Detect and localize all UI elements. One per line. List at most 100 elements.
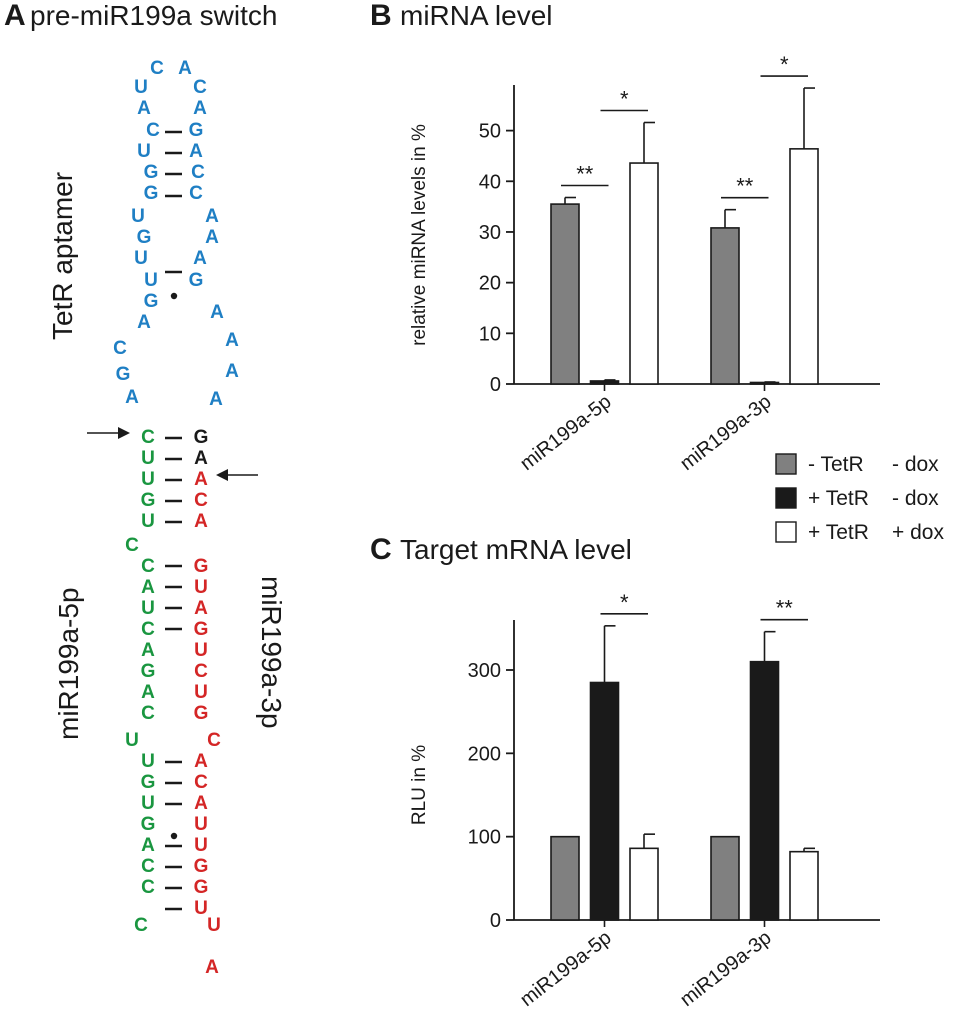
- nucleotide: A: [189, 141, 203, 162]
- legend-swatch-plus-tetr-plus-dox: [775, 521, 797, 543]
- nucleotide: G: [194, 877, 209, 898]
- y-tick-label: 0: [490, 910, 501, 932]
- nucleotide: G: [194, 427, 209, 448]
- nucleotide: A: [194, 598, 208, 619]
- category-label: miR199a-5p: [516, 391, 615, 475]
- nucleotide: A: [141, 640, 155, 661]
- nucleotide: A: [194, 448, 208, 469]
- nucleotide: C: [141, 856, 155, 877]
- nucleotide: A: [137, 98, 151, 119]
- legend-swatch-plus-tetr-minus-dox: [775, 487, 797, 509]
- nucleotide: A: [194, 793, 208, 814]
- panel-c-title: Target mRNA level: [400, 534, 632, 565]
- nucleotide: C: [146, 120, 160, 141]
- tetr-aptamer-label: TetR aptamer: [47, 172, 78, 340]
- nucleotide: C: [125, 535, 139, 556]
- nucleotide: U: [141, 598, 155, 619]
- nucleotide: C: [141, 427, 155, 448]
- panel-b-letter: B: [370, 0, 392, 32]
- bar: [589, 380, 620, 385]
- nucleotide: U: [134, 77, 148, 98]
- bar: [589, 681, 620, 921]
- legend-label-dox: - dox: [892, 487, 939, 510]
- nucleotide: U: [141, 793, 155, 814]
- nucleotide: U: [194, 898, 208, 919]
- legend: - TetR - dox + TetR - dox + TetR + dox: [775, 453, 944, 544]
- significance-label: **: [736, 174, 754, 199]
- nucleotide: C: [193, 77, 207, 98]
- category-label: miR199a-3p: [676, 927, 775, 1011]
- nucleotide: C: [189, 183, 203, 204]
- y-tick-label: 50: [479, 121, 501, 143]
- nucleotide: C: [113, 338, 127, 359]
- cleavage-arrow-5p: [87, 427, 130, 439]
- nucleotide: G: [144, 183, 159, 204]
- nucleotide: C: [141, 556, 155, 577]
- nucleotide: C: [194, 661, 208, 682]
- nucleotide: G: [194, 556, 209, 577]
- significance-label: **: [576, 162, 594, 187]
- significance-label: *: [780, 52, 789, 77]
- nucleotide: U: [131, 206, 145, 227]
- bar: [550, 203, 580, 385]
- nucleotide: A: [194, 511, 208, 532]
- nucleotide: U: [125, 730, 139, 751]
- gu-wobble-dot: [170, 292, 178, 300]
- nucleotide: C: [194, 772, 208, 793]
- legend-label-dox: - dox: [892, 453, 939, 476]
- nucleotide: U: [194, 640, 208, 661]
- mir199a-5p-strand-label: miR199a-5p: [53, 587, 84, 740]
- y-tick-label: 100: [468, 827, 501, 849]
- nucleotide: A: [205, 227, 219, 248]
- nucleotide: U: [207, 915, 221, 936]
- legend-swatch-minus-tetr-minus-dox: [775, 453, 797, 475]
- nucleotide: G: [141, 490, 156, 511]
- nucleotide: G: [144, 162, 159, 183]
- nucleotide: G: [189, 270, 204, 291]
- nucleotide: G: [189, 120, 204, 141]
- nucleotide: C: [141, 703, 155, 724]
- nucleotide: G: [137, 227, 152, 248]
- nucleotide: A: [205, 957, 219, 978]
- nucleotide: U: [141, 751, 155, 772]
- nucleotide: C: [150, 58, 164, 79]
- nucleotide: A: [194, 469, 208, 490]
- nucleotide: A: [210, 302, 224, 323]
- panel-c-y-axis-label: RLU in %: [409, 745, 430, 825]
- nucleotide: A: [205, 206, 219, 227]
- y-tick-label: 0: [490, 374, 501, 396]
- nucleotide: C: [194, 490, 208, 511]
- nucleotide: U: [194, 682, 208, 703]
- nucleotide: A: [141, 835, 155, 856]
- nucleotide: A: [125, 387, 139, 408]
- nucleotide: U: [141, 469, 155, 490]
- y-tick-label: 40: [479, 171, 501, 193]
- nucleotide: C: [191, 162, 205, 183]
- nucleotide: A: [141, 682, 155, 703]
- significance-label: *: [620, 87, 629, 112]
- nucleotide: G: [141, 661, 156, 682]
- nucleotide: U: [144, 270, 158, 291]
- nucleotide: U: [194, 835, 208, 856]
- nucleotide: C: [207, 730, 221, 751]
- nucleotide: G: [141, 772, 156, 793]
- nucleotide: A: [209, 389, 223, 410]
- bar: [710, 227, 740, 385]
- bar: [789, 148, 819, 385]
- significance-label: *: [620, 590, 629, 615]
- nucleotide: G: [194, 703, 209, 724]
- nucleotide: A: [178, 58, 192, 79]
- y-tick-label: 300: [468, 660, 501, 682]
- nucleotide: U: [141, 448, 155, 469]
- nucleotide: A: [225, 361, 239, 382]
- bar: [629, 162, 659, 385]
- nucleotide: A: [141, 577, 155, 598]
- panel-c: C Target mRNA level RLU in % 0 100 200 300 m…: [370, 533, 880, 1011]
- nucleotide: A: [194, 751, 208, 772]
- nucleotide: U: [194, 814, 208, 835]
- nucleotide: C: [141, 877, 155, 898]
